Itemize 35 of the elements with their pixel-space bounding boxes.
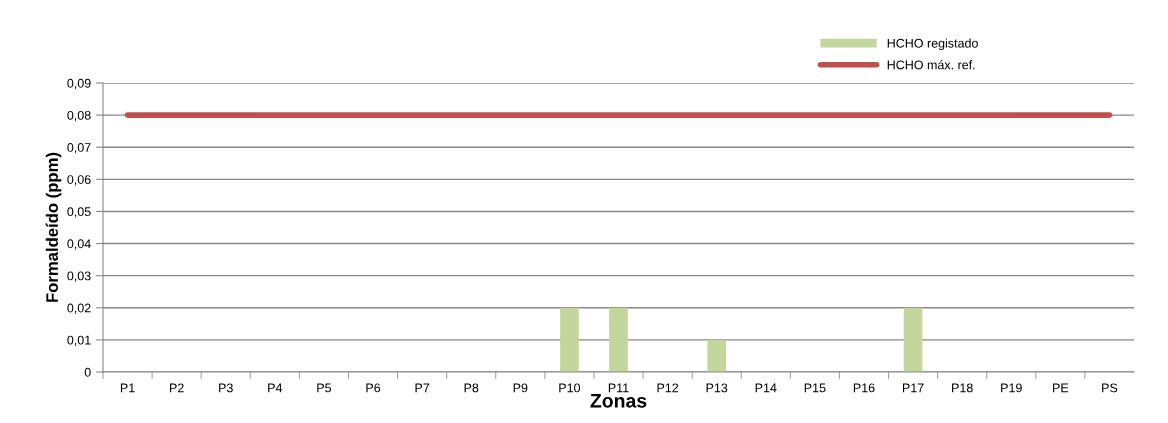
x-tick-label: P6 xyxy=(366,383,381,393)
x-tick-label: P7 xyxy=(415,383,430,393)
x-tick-label: P4 xyxy=(268,383,283,393)
x-tick-label: P5 xyxy=(317,383,332,393)
x-tick-label: PE xyxy=(1053,383,1069,393)
y-tick-label: 0,07 xyxy=(67,143,91,154)
y-tick-label: 0,02 xyxy=(67,303,91,314)
x-tick-label: P15 xyxy=(804,383,826,393)
legend-label: HCHO registado xyxy=(887,38,978,51)
x-tick-label: P8 xyxy=(464,383,479,393)
x-tick-label: PS xyxy=(1102,383,1118,393)
x-axis-title: Zonas xyxy=(590,394,647,408)
y-tick-label: 0,08 xyxy=(67,110,91,122)
x-tick-label: P16 xyxy=(853,383,875,393)
x-tick-label: P14 xyxy=(755,383,777,393)
x-tick-label: P13 xyxy=(706,383,728,393)
y-axis-title: Formaldeído (ppm) xyxy=(45,152,62,302)
y-tick-label: 0,04 xyxy=(67,239,91,250)
y-tick-label: 0,05 xyxy=(67,207,91,218)
legend-label: HCHO máx. ref. xyxy=(887,59,975,70)
x-tick-label: P17 xyxy=(902,383,924,393)
y-tick-label: 0 xyxy=(84,367,91,377)
x-tick-label: P3 xyxy=(219,383,233,393)
x-tick-label: P10 xyxy=(559,383,581,393)
x-tick-label: P9 xyxy=(513,383,528,393)
y-tick-label: 0,09 xyxy=(67,78,91,90)
y-tick-label: 0,06 xyxy=(67,175,91,186)
x-tick-label: P12 xyxy=(657,383,679,393)
x-tick-label: P2 xyxy=(170,383,184,393)
x-tick-label: P11 xyxy=(608,383,629,393)
x-tick-label: P19 xyxy=(1001,383,1022,393)
y-tick-label: 0,03 xyxy=(67,271,91,282)
x-tick-label: P18 xyxy=(952,383,973,393)
x-tick-label: P1 xyxy=(120,383,135,393)
y-tick-label: 0,01 xyxy=(67,335,91,347)
